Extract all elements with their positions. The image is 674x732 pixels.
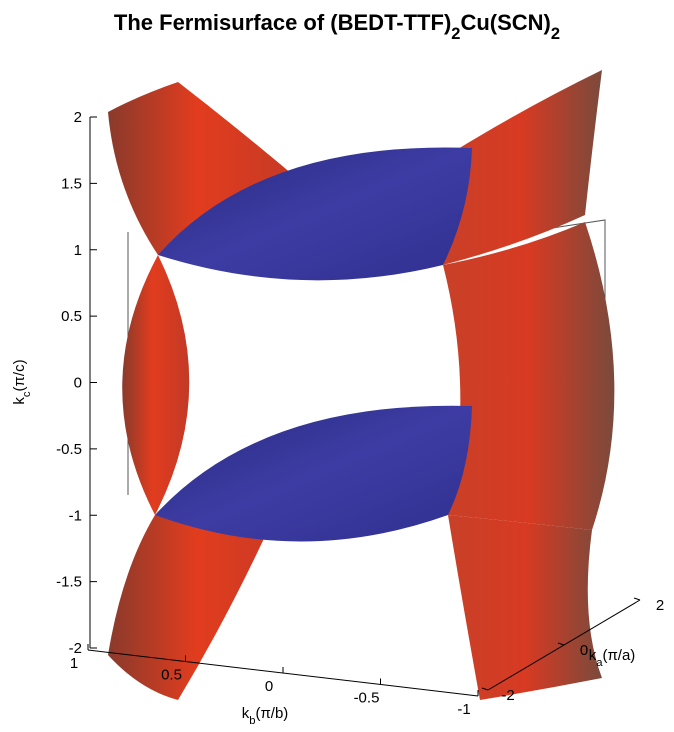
z-tick-label: -1 bbox=[69, 507, 82, 524]
x-tick-label: 1 bbox=[70, 655, 78, 672]
z-tick-label: 1 bbox=[74, 242, 82, 259]
blue-sheet bbox=[158, 147, 472, 281]
text-part: Cu(SCN) bbox=[460, 10, 550, 35]
z-tick-label: 2 bbox=[74, 109, 82, 126]
z-tick-label: 0 bbox=[74, 375, 82, 392]
subscript: 2 bbox=[551, 25, 560, 43]
y-tick-label: -2 bbox=[501, 687, 514, 704]
text-part: (π/c) bbox=[11, 359, 28, 391]
x-tick-label: -0.5 bbox=[354, 690, 380, 707]
text-part: The Fermisurface of (BEDT-TTF) bbox=[114, 10, 451, 35]
y-axis-label: ka(π/a) bbox=[589, 647, 636, 669]
text-part: k bbox=[589, 647, 597, 664]
z-tick-label: -0.5 bbox=[56, 441, 82, 458]
x-tick-label: -1 bbox=[457, 701, 470, 718]
tick-mark bbox=[557, 642, 565, 646]
red-sheet bbox=[108, 82, 305, 255]
red-sheet bbox=[440, 70, 602, 265]
z-tick-label: -1.5 bbox=[56, 574, 82, 591]
blue-sheet bbox=[155, 405, 472, 542]
y-tick-label: 0 bbox=[580, 642, 588, 659]
z-tick-label: -2 bbox=[69, 640, 82, 657]
z-axis-label: kc(π/c) bbox=[11, 359, 33, 404]
subscript: a bbox=[596, 657, 603, 669]
text-part: k bbox=[242, 705, 250, 722]
text-part: (π/a) bbox=[602, 647, 635, 664]
z-tick-label: 0.5 bbox=[61, 308, 82, 325]
x-tick-label: 0 bbox=[265, 678, 273, 695]
tick-mark bbox=[633, 597, 641, 601]
subscript: 2 bbox=[451, 25, 460, 43]
chart-title: The Fermisurface of (BEDT-TTF)2Cu(SCN)2 bbox=[114, 10, 560, 43]
subscript: b bbox=[249, 715, 255, 727]
subscript: c bbox=[21, 391, 33, 397]
x-tick-label: 0.5 bbox=[161, 667, 182, 684]
red-sheet bbox=[448, 515, 602, 700]
red-sheet bbox=[443, 222, 615, 530]
surface bbox=[108, 70, 615, 700]
text-part: k bbox=[11, 397, 28, 405]
y-tick-label: 2 bbox=[656, 597, 664, 614]
tick-mark bbox=[481, 687, 489, 691]
text-part: (π/b) bbox=[255, 705, 288, 722]
x-axis-label: kb(π/b) bbox=[242, 705, 289, 727]
red-sheet bbox=[122, 255, 190, 515]
z-tick-label: 1.5 bbox=[61, 175, 82, 192]
